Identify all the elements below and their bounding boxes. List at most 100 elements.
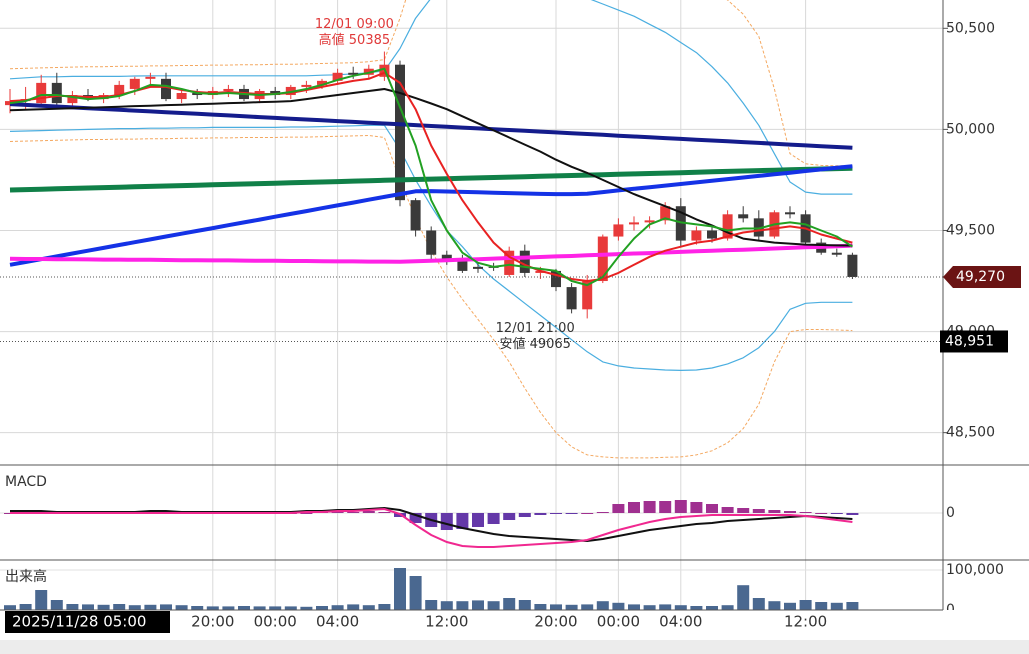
annotation: 12/01 09:00 — [315, 17, 394, 32]
macd-histogram-bar — [581, 513, 594, 514]
candle-body — [738, 214, 749, 219]
volume-bar — [550, 604, 562, 610]
volume-bar — [4, 605, 16, 610]
macd-histogram-bar — [799, 512, 812, 513]
volume-bar — [378, 604, 391, 610]
volume-bar — [643, 605, 656, 610]
volume-bar — [565, 604, 578, 610]
macd-histogram-bar — [846, 513, 859, 515]
macd-histogram-bar — [737, 508, 750, 513]
price-panel — [0, 0, 943, 459]
volume-bar — [284, 606, 297, 610]
candle-body — [395, 64, 405, 201]
y-tick-label: 0 — [946, 602, 955, 618]
volume-bar — [690, 606, 703, 610]
macd-histogram-bar — [550, 513, 562, 514]
volume-bar — [830, 602, 843, 610]
candle-body — [332, 72, 343, 81]
candle-body — [753, 218, 764, 237]
indicator-line — [9, 0, 853, 195]
candle-body — [51, 82, 62, 104]
candle-body — [551, 270, 561, 288]
candle-body — [722, 214, 733, 239]
volume-bar — [238, 606, 250, 610]
crosshair-box — [940, 330, 1008, 353]
indicator-line — [9, 165, 853, 193]
volume-bar — [706, 606, 718, 610]
volume-bar — [425, 600, 438, 610]
y-tick-label: 48,500 — [946, 425, 995, 441]
indicator-line — [9, 71, 853, 282]
macd-histogram-bar — [347, 512, 360, 513]
panel-title: MACD — [5, 474, 47, 490]
volume-bar — [518, 600, 531, 610]
macd-histogram-bar — [706, 504, 718, 513]
volume-bar — [206, 606, 219, 610]
volume-bar — [737, 585, 750, 610]
x-tick-label: 04:00 — [659, 613, 702, 631]
volume-bar — [784, 602, 796, 610]
macd-histogram-bar — [830, 513, 843, 514]
macd-histogram-bar — [815, 513, 828, 514]
volume-bar — [752, 598, 765, 610]
candle-body — [129, 78, 140, 89]
volume-bar — [596, 601, 609, 610]
volume-bar — [50, 600, 63, 610]
macd-panel — [4, 500, 859, 548]
volume-bar — [628, 604, 640, 610]
macd-histogram-bar — [674, 500, 687, 513]
annotation: 高値 50385 — [319, 32, 391, 48]
volume-bar — [440, 601, 453, 610]
crosshair-time-label: 2025/11/28 05:00 — [12, 613, 146, 631]
volume-bar — [253, 606, 266, 610]
macd-histogram-bar — [456, 513, 469, 529]
indicator-line — [9, 243, 853, 264]
volume-bar — [82, 604, 94, 610]
macd-histogram-bar — [518, 513, 531, 517]
candle-body — [707, 230, 717, 239]
volume-bar — [487, 601, 500, 610]
candle-body — [161, 78, 171, 100]
volume-bar — [316, 606, 328, 610]
indicator-line — [9, 102, 853, 150]
x-tick-label: 20:00 — [191, 613, 234, 631]
y-tick-label: 50,500 — [946, 20, 995, 36]
macd-histogram-bar — [440, 513, 453, 530]
volume-bar — [66, 604, 79, 610]
volume-bar — [97, 604, 110, 610]
macd-histogram-bar — [534, 513, 547, 515]
candle-body — [114, 84, 125, 96]
macd-histogram-bar — [503, 513, 516, 520]
volume-bar — [35, 590, 48, 610]
candle-body — [176, 93, 187, 100]
volume-bar — [456, 601, 469, 610]
macd-histogram-bar — [378, 512, 391, 513]
candle-body — [785, 212, 795, 215]
indicator-line — [9, 164, 853, 267]
candle-body — [223, 88, 234, 91]
price-marker-label: 49,270 — [956, 269, 1005, 285]
volume-bar — [674, 605, 687, 610]
crosshair-label: 48,951 — [945, 333, 994, 349]
candle-body — [660, 206, 671, 221]
candle-body — [519, 250, 530, 273]
macd-histogram-bar — [721, 507, 734, 513]
x-tick-label: 00:00 — [597, 613, 640, 631]
volume-bar — [175, 605, 188, 610]
candle-body — [5, 101, 15, 106]
y-tick-label: 49,500 — [946, 222, 995, 238]
annotation: 安値 49065 — [499, 336, 571, 352]
x-tick-label: 04:00 — [316, 613, 359, 631]
volume-bar — [721, 605, 734, 610]
x-tick-label: 00:00 — [254, 613, 297, 631]
crosshair-time-box — [5, 611, 170, 633]
volume-bar — [331, 605, 344, 610]
volume-bar — [191, 606, 204, 610]
volume-bar — [768, 601, 781, 610]
volume-bar — [534, 604, 547, 610]
volume-bar — [128, 605, 141, 610]
macd-histogram-bar — [612, 504, 625, 513]
candle-body — [301, 84, 312, 87]
macd-histogram-bar — [472, 513, 484, 527]
